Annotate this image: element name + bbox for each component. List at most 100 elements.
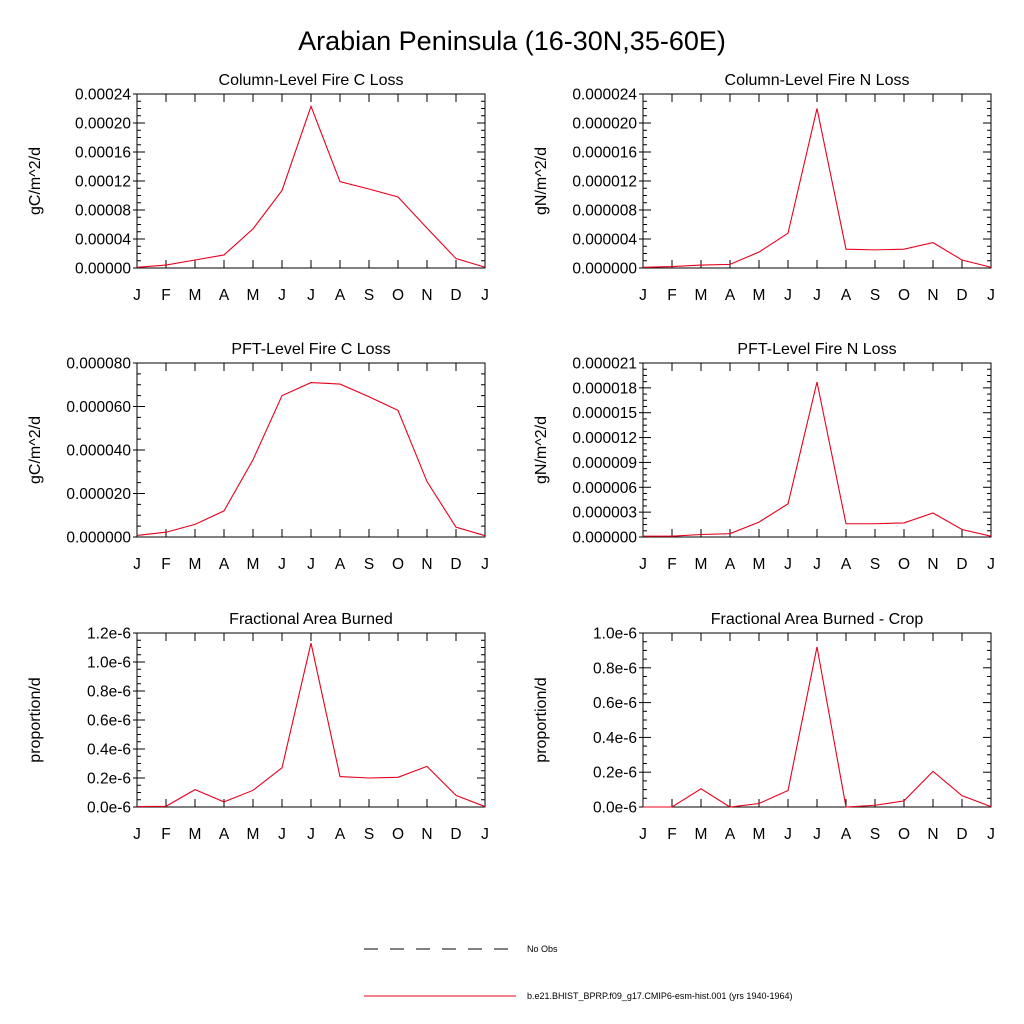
x-tick-label: J xyxy=(481,826,489,843)
y-tick-label: 0.4e-6 xyxy=(87,742,131,759)
x-tick-label: S xyxy=(364,826,374,843)
y-tick-label: 0.0e-6 xyxy=(593,800,637,817)
x-tick-label: O xyxy=(392,287,404,304)
y-tick-label: 0.000020 xyxy=(572,116,637,133)
plot-frame xyxy=(136,93,486,269)
y-tick-label: 0.000015 xyxy=(572,405,637,422)
panel-title: Fractional Area Burned - Crop xyxy=(711,611,924,628)
x-tick-label: J xyxy=(481,556,489,573)
plot-frame xyxy=(642,93,992,269)
x-tick-label: N xyxy=(927,287,938,304)
y-tick-label: 0.000060 xyxy=(66,399,131,416)
y-tick-label: 0.0e-6 xyxy=(87,800,131,817)
x-tick-label: J xyxy=(307,556,315,573)
y-tick-label: 0.2e-6 xyxy=(593,765,637,782)
x-tick-label: J xyxy=(278,287,286,304)
x-tick-label: F xyxy=(667,556,676,573)
panel-2: Column-Level Fire N Loss gN/m^2/d 0.000000… xyxy=(533,72,995,304)
panel-4: PFT-Level Fire N Loss gN/m^2/d 0.000000 0.0… xyxy=(533,341,995,573)
x-tick-label: O xyxy=(898,826,910,843)
plot-frame xyxy=(136,632,486,808)
x-tick-label: A xyxy=(725,287,736,304)
x-tick-label: S xyxy=(364,287,374,304)
y-tick-label: 0.000020 xyxy=(66,486,131,503)
x-tick-label: J xyxy=(133,287,141,304)
x-tick-label: A xyxy=(335,287,346,304)
series-line xyxy=(136,104,486,268)
plot-frame xyxy=(642,362,992,538)
y-tick-label: 0.00012 xyxy=(75,174,131,191)
y-tick-label: 0.000003 xyxy=(572,505,637,522)
x-tick-label: M xyxy=(695,287,708,304)
x-tick-label: J xyxy=(133,826,141,843)
y-tick-label: 0.00004 xyxy=(75,232,131,249)
y-tick-label: 0.000008 xyxy=(572,203,637,220)
y-tick-label: 0.000006 xyxy=(572,480,637,497)
x-tick-label: J xyxy=(987,287,995,304)
x-tick-label: J xyxy=(307,287,315,304)
x-tick-label: N xyxy=(421,556,432,573)
y-tick-label: 0.000004 xyxy=(572,232,637,249)
x-tick-label: M xyxy=(247,826,260,843)
x-tick-label: J xyxy=(307,826,315,843)
y-tick-label: 0.000009 xyxy=(572,455,637,472)
x-tick-label: O xyxy=(898,556,910,573)
x-tick-label: M xyxy=(189,826,202,843)
y-tick-label: 0.00016 xyxy=(75,145,131,162)
y-tick-label: 1.0e-6 xyxy=(593,626,637,643)
x-tick-label: N xyxy=(421,287,432,304)
x-tick-label: M xyxy=(247,287,260,304)
panel-6: Fractional Area Burned - Crop proportion/… xyxy=(533,611,995,843)
y-tick-label: 0.00024 xyxy=(75,87,131,104)
y-axis-label: gC/m^2/d xyxy=(27,147,44,215)
x-tick-label: J xyxy=(639,826,647,843)
y-tick-label: 0.6e-6 xyxy=(87,713,131,730)
y-tick-label: 0.00000 xyxy=(75,261,131,278)
panel-grid: Column-Level Fire C LossgC/m^2/d0.000000… xyxy=(27,72,995,843)
y-tick-label: 0.2e-6 xyxy=(87,771,131,788)
x-tick-label: A xyxy=(725,826,736,843)
x-tick-label: S xyxy=(364,556,374,573)
panel-3: PFT-Level Fire C Loss gC/m^2/d 0.000000 0.0… xyxy=(27,341,489,573)
panel-title: PFT-Level Fire N Loss xyxy=(737,341,896,358)
x-tick-label: N xyxy=(421,826,432,843)
y-tick-label: 0.000040 xyxy=(66,443,131,460)
panel-5: Fractional Area Burned proportion/d 0.0e-6… xyxy=(27,611,489,843)
main-title: Arabian Peninsula (16-30N,35-60E) xyxy=(298,26,726,56)
x-tick-label: M xyxy=(753,826,766,843)
x-tick-label: F xyxy=(161,556,170,573)
x-tick-label: D xyxy=(450,556,461,573)
x-tick-label: J xyxy=(784,556,792,573)
x-tick-label: J xyxy=(784,287,792,304)
x-tick-label: S xyxy=(870,287,880,304)
x-tick-label: O xyxy=(898,287,910,304)
y-tick-label: 0.000000 xyxy=(572,261,637,278)
x-tick-label: D xyxy=(450,826,461,843)
x-tick-label: D xyxy=(956,287,967,304)
x-tick-label: J xyxy=(278,556,286,573)
x-tick-label: O xyxy=(392,556,404,573)
x-tick-label: M xyxy=(753,556,766,573)
x-tick-label: N xyxy=(927,556,938,573)
x-tick-label: S xyxy=(870,826,880,843)
x-tick-label: F xyxy=(161,287,170,304)
x-tick-label: A xyxy=(335,826,346,843)
legend-model-label: b.e21.BHIST_BPRP.f09_g17.CMIP6-esm-hist.… xyxy=(527,991,792,1001)
x-tick-label: F xyxy=(667,287,676,304)
x-tick-label: D xyxy=(450,287,461,304)
x-tick-label: J xyxy=(813,826,821,843)
y-tick-label: 0.4e-6 xyxy=(593,730,637,747)
x-tick-label: A xyxy=(841,287,852,304)
x-tick-label: J xyxy=(639,556,647,573)
y-tick-label: 0.000012 xyxy=(572,174,637,191)
x-tick-label: J xyxy=(278,826,286,843)
x-tick-label: D xyxy=(956,826,967,843)
x-tick-label: F xyxy=(161,826,170,843)
series-line xyxy=(136,382,486,537)
x-tick-label: A xyxy=(841,556,852,573)
y-tick-label: 0.000018 xyxy=(572,380,637,397)
y-tick-label: 0.8e-6 xyxy=(593,660,637,677)
x-tick-label: A xyxy=(335,556,346,573)
x-tick-label: M xyxy=(695,826,708,843)
